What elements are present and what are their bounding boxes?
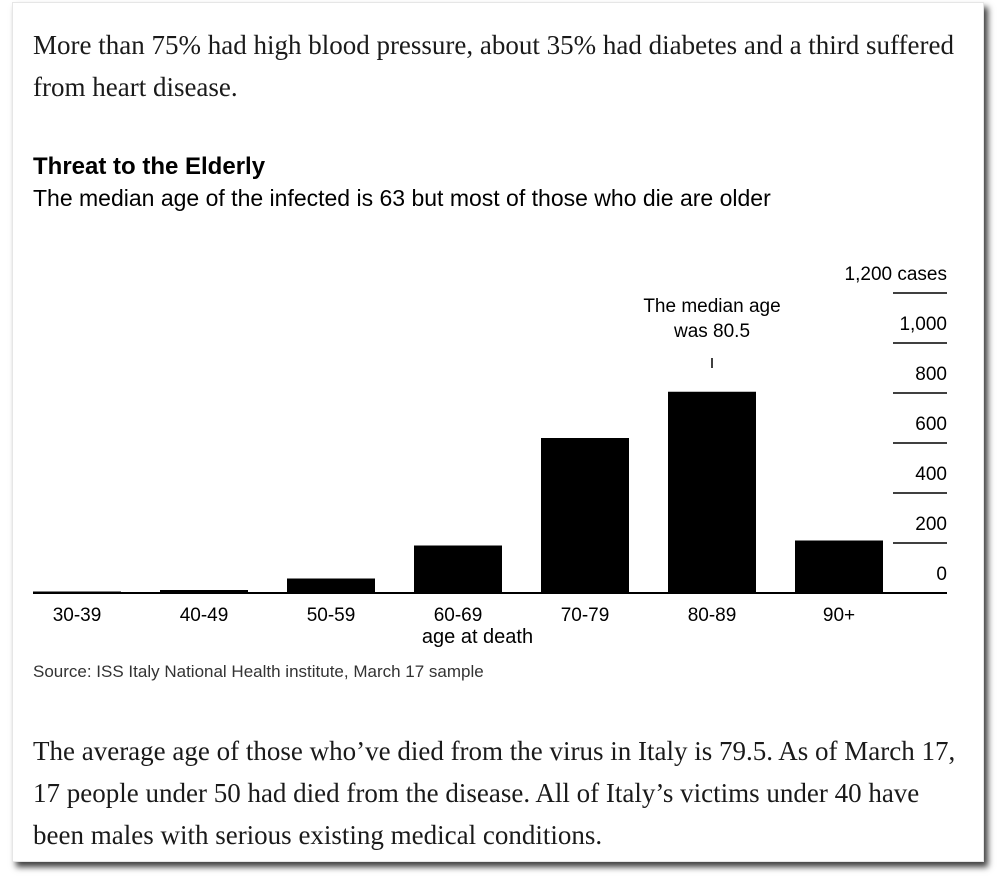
median-annotation: The median age was 80.5 bbox=[643, 296, 781, 368]
bar-40-49 bbox=[160, 590, 248, 593]
closing-paragraph: The average age of those who’ve died fro… bbox=[33, 736, 956, 850]
bar-70-79 bbox=[541, 438, 629, 593]
chart-title: Threat to the Elderly bbox=[33, 153, 266, 180]
y-tick-labels: 0 200 400 600 800 1,000 1,200 cases bbox=[845, 264, 947, 585]
y-tick-label: 1,200 cases bbox=[845, 264, 947, 285]
article-frame: More than 75% had high blood pressure, a… bbox=[12, 2, 984, 862]
x-tick-label: 90+ bbox=[823, 605, 855, 626]
x-tick-labels: 30-39 40-49 50-59 60-69 70-79 80-89 90+ bbox=[53, 605, 855, 626]
bar-90+ bbox=[795, 540, 883, 593]
y-tick-label: 1,000 bbox=[899, 314, 947, 335]
bar-60-69 bbox=[414, 545, 502, 593]
x-axis-label: age at death bbox=[422, 626, 533, 648]
annotation-line-1: The median age bbox=[643, 296, 780, 317]
annotation-line-2: was 80.5 bbox=[673, 321, 750, 342]
bar-80-89 bbox=[668, 391, 756, 593]
bar-chart: 0 200 400 600 800 1,000 1,200 cases 30-39 40-49… bbox=[33, 264, 947, 648]
y-tick-label: 600 bbox=[915, 414, 947, 435]
y-tick-label: 800 bbox=[915, 364, 947, 385]
x-tick-label: 50-59 bbox=[307, 605, 356, 626]
intro-paragraph: More than 75% had high blood pressure, a… bbox=[33, 30, 955, 102]
bars bbox=[33, 391, 883, 593]
gridlines bbox=[893, 292, 947, 544]
y-tick-label: 400 bbox=[915, 464, 947, 485]
x-tick-label: 40-49 bbox=[180, 605, 229, 626]
x-tick-label: 60-69 bbox=[434, 605, 483, 626]
x-tick-label: 30-39 bbox=[53, 605, 102, 626]
bar-50-59 bbox=[287, 578, 375, 593]
y-tick-label: 0 bbox=[936, 564, 947, 585]
x-tick-label: 70-79 bbox=[561, 605, 610, 626]
chart-subtitle: The median age of the infected is 63 but… bbox=[33, 185, 771, 211]
x-tick-label: 80-89 bbox=[688, 605, 737, 626]
source-note: Source: ISS Italy National Health instit… bbox=[33, 662, 484, 681]
y-tick-label: 200 bbox=[915, 514, 947, 535]
